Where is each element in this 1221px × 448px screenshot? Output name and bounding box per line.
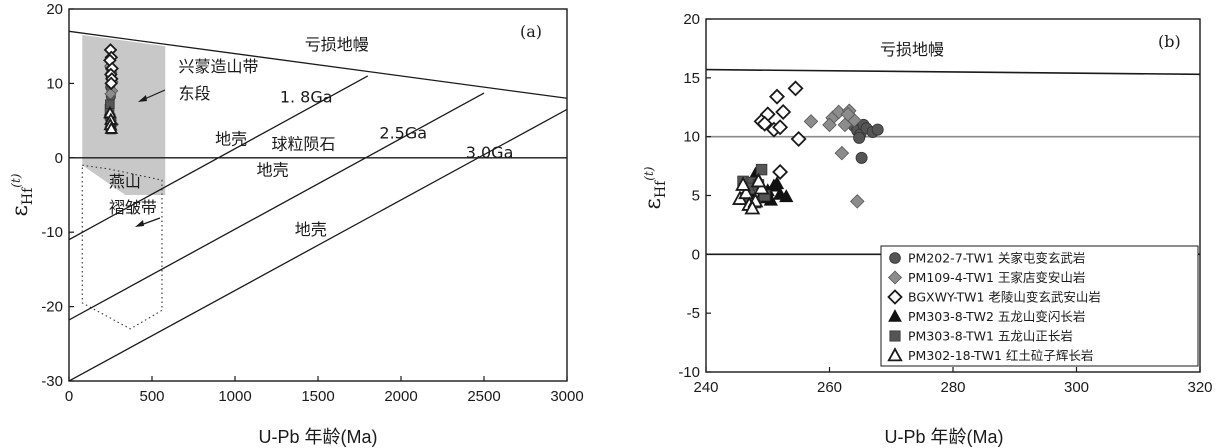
point-b-s0-6 [853,131,866,144]
legend-marker-0 [889,252,901,264]
point-b-s2-5 [775,103,792,120]
point-b-s2-7 [790,131,807,148]
point-b-s2-3 [769,88,786,105]
b-xtick-label: 320 [1187,379,1212,396]
point-a-s5-3 [104,121,119,134]
panel-a-ylabel: εHf(t) [8,173,36,216]
arrow-xingmeng-head [138,95,147,102]
a-xtick-label: 0 [65,388,73,405]
b-xtick-label: 240 [693,379,718,396]
annotation-yanshan_line1: 燕山 [109,172,141,191]
b-ytick-label: 15 [683,70,700,87]
panel-b: 亏损地幔 (b) 240 260 280 300 320 -10 -5 0 5 10 15 20 PM… [641,11,1213,447]
annotation-xingmeng_line2: 东段 [179,84,211,103]
point-b-s2-8 [772,163,789,180]
panel-a-label: (a) [520,22,542,41]
b-ytick-label: -5 [687,305,700,322]
a-xtick-label: 3000 [550,388,583,405]
point-b-s1-9 [840,107,856,122]
annotation-depleted_mantle: 亏损地幔 [305,35,369,54]
ref-line-a-2 [69,92,485,321]
annotation-chondrite: 球粒陨石 [272,135,336,154]
point-b-s5-4 [744,199,761,215]
depleted-mantle-label-b: 亏损地幔 [880,40,944,59]
b-xtick-label: 280 [940,379,965,396]
point-b-s1-8 [822,117,837,133]
a-ytick-label: 0 [55,150,63,167]
legend-marker-3 [888,309,902,322]
ref-line-a-0 [69,30,567,99]
a-xtick-label: 2500 [467,388,500,405]
annotation-age_1_8: 1. 8Ga [280,88,333,107]
b-ytick-label: 5 [692,188,700,205]
ref-line-a-3 [69,108,567,381]
point-b-s1-0 [803,114,819,129]
a-xtick-label: 1000 [218,388,251,405]
region-yanshan [81,164,163,330]
a-ytick-label: 10 [46,75,63,92]
b-ytick-label: -10 [678,364,700,381]
legend-label-4: PM303-8-TW1 五龙山正长岩 [908,329,1073,344]
point-b-s2-6 [787,80,804,97]
annotation-crust_2: 地壳 [257,161,289,180]
annotation-crust_1: 地壳 [215,129,247,148]
point-b-s2-4 [772,119,789,136]
point-b-s3-8 [769,176,785,190]
a-xtick-label: 500 [139,388,164,405]
legend-label-5: PM302-18-TW1 红土砬子辉长岩 [908,348,1093,363]
point-b-s0-8 [871,123,884,136]
b-xtick-label: 260 [817,379,842,396]
panel-b-ylabel: εHf(t) [641,166,669,209]
region-xingmeng [82,35,166,195]
a-ytick-label: -30 [41,373,63,390]
legend-marker-1 [887,270,903,285]
legend-label-3: PM303-8-TW2 五龙山变闪长岩 [908,309,1085,324]
point-a-s2-6 [104,76,118,91]
point-b-s5-1 [738,184,755,200]
point-a-s1-4 [104,87,117,100]
a-xtick-label: 1500 [301,388,334,405]
a-ytick-label: 20 [46,1,63,18]
point-b-s2-9 [756,115,773,132]
a-ytick-label: -20 [41,299,63,316]
b-ytick-label: 10 [683,129,700,146]
annotation-age_2_5: 2.5Ga [379,123,427,142]
arrow-yanshan-head [135,220,144,227]
b-xtick-label: 300 [1064,379,1089,396]
b-ytick-label: 20 [683,11,700,28]
point-b-s1-7 [850,194,865,209]
point-b-s0-9 [855,151,868,164]
legend-marker-2 [887,289,903,305]
legend-label-2: BGXWY-TW1 老陵山变玄武安山岩 [908,290,1101,305]
annotation-age_3_0: 3.0Ga [466,143,514,162]
legend-label-0: PM202-7-TW1 关家屯变玄武岩 [908,251,1085,266]
a-ytick-label: -10 [41,224,63,241]
panel-b-xlabel: U-Pb 年龄(Ma) [884,427,1003,447]
a-xtick-label: 2000 [384,388,417,405]
legend-label-1: PM109-4-TW1 王家店变安山岩 [908,270,1085,285]
legend-marker-5 [887,347,903,362]
b-ytick-label: 0 [692,246,700,263]
panel-b-label: (b) [1158,32,1181,51]
panel-a-xlabel: U-Pb 年龄(Ma) [258,427,377,447]
legend-marker-4 [889,330,901,342]
panel-b-ylabel-text: εHf(t) [641,166,669,209]
point-b-s5-6 [735,176,752,191]
panel-a-ylabel-text: εHf(t) [8,173,36,216]
point-b-s4-2 [755,163,768,176]
annotation-yanshan_line2: 褶皱带 [109,198,157,217]
point-b-s5-7 [750,172,767,188]
point-b-s5-5 [753,179,770,195]
annotation-xingmeng_line1: 兴蒙造山带 [179,57,259,76]
legend-box [880,245,1199,367]
legend: PM202-7-TW1 关家屯变玄武岩 PM109-4-TW1 王家店变安山岩 BG… [880,245,1199,367]
annotation-crust_3: 地壳 [295,220,327,239]
point-b-s3-7 [779,189,794,203]
ref-line-b-0 [706,68,1200,76]
point-b-s1-6 [834,145,850,161]
